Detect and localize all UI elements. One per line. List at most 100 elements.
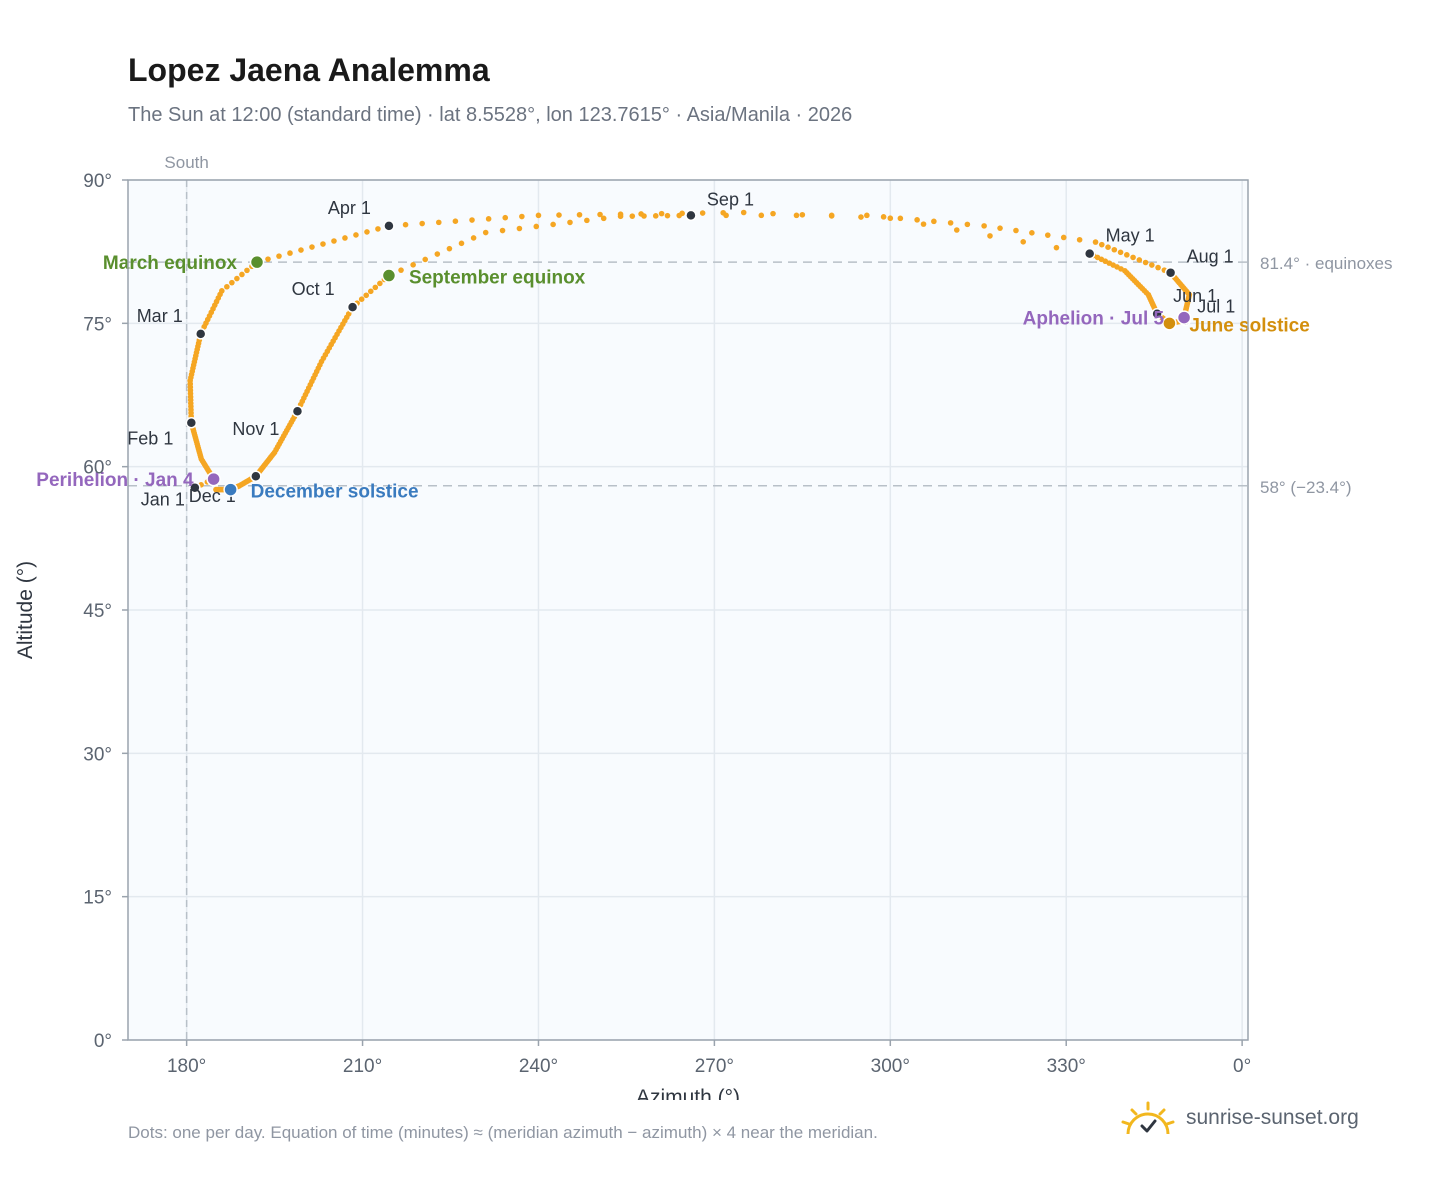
x-axis-label: Azimuth (°) (636, 1086, 740, 1100)
daily-sun-dot (864, 212, 870, 219)
y-tick-label: 15° (83, 888, 112, 909)
daily-sun-dot (485, 216, 492, 222)
daily-sun-dot (398, 267, 404, 273)
x-tick-label: 240° (519, 1056, 558, 1077)
daily-sun-dot (699, 210, 706, 216)
daily-sun-dot (1053, 244, 1060, 251)
x-tick-label: 330° (1047, 1056, 1086, 1077)
y-tick-label: 30° (83, 744, 112, 765)
y-axis-label: Altitude (°) (14, 561, 37, 659)
brand[interactable]: sunrise-sunset.org (1120, 1100, 1359, 1136)
daily-sun-dot (244, 267, 250, 274)
month-marker-label: Oct 1 (292, 279, 335, 299)
y-tick-label: 90° (83, 171, 112, 192)
daily-sun-dot (799, 211, 806, 218)
daily-sun-dot (740, 209, 747, 216)
month-marker-dot (1083, 247, 1096, 260)
daily-sun-dot (309, 244, 315, 250)
daily-sun-dot (533, 223, 540, 230)
daily-sun-dot (1092, 239, 1099, 245)
daily-sun-dot (887, 215, 894, 222)
daily-sun-dot (567, 219, 573, 226)
daily-sun-dot (664, 212, 671, 219)
grid-lines (128, 179, 1248, 1041)
event-marker-dot (223, 482, 238, 497)
daily-sun-dot (419, 220, 425, 227)
month-marker-label: May 1 (1106, 226, 1155, 246)
daily-sun-dot (1124, 252, 1130, 258)
month-marker-dot (291, 405, 304, 417)
axis-ticks: 180° 210° 240° 270° 300° 330° 0° 0° 15° 30° 45° 60°… (83, 171, 1251, 1077)
event-marker-dot (249, 254, 265, 270)
event-marker-dot (1162, 316, 1177, 331)
daily-sun-dot (298, 247, 304, 253)
daily-sun-dot (947, 220, 954, 226)
daily-sun-dot (377, 280, 383, 287)
daily-sun-dot (1029, 230, 1035, 236)
daily-sun-dot (550, 221, 556, 228)
daily-sun-dot (213, 486, 219, 493)
daily-sun-dot (584, 217, 590, 224)
daily-sun-dot (446, 245, 453, 252)
daily-sun-dot (224, 283, 230, 290)
daily-sun-dot (402, 221, 409, 228)
daily-sun-dot (1136, 257, 1143, 263)
y-tick-label: 45° (83, 601, 112, 622)
daily-sun-dot (219, 288, 225, 294)
daily-sun-dot (1111, 246, 1118, 253)
daily-sun-dot (931, 218, 937, 225)
event-label: September equinox (409, 268, 586, 289)
month-marker-label: Aug 1 (1187, 247, 1234, 267)
daily-sun-dot (239, 271, 245, 278)
daily-sun-dot (358, 296, 365, 303)
month-marker-dot (346, 301, 359, 313)
daily-sun-dot (452, 218, 459, 224)
event-label: March equinox (103, 253, 238, 274)
daily-sun-dot (1098, 241, 1105, 248)
month-marker-label: Mar 1 (137, 306, 183, 326)
reference-lines: South 81.4° · equinoxes 58° (−23.4°) (128, 153, 1393, 1040)
daily-sun-dot (1117, 249, 1124, 256)
daily-sun-dot (367, 288, 374, 295)
daily-sun-dot (519, 213, 525, 220)
analemma-chart: South 81.4° · equinoxes 58° (−23.4°) Jan 1… (14, 153, 1393, 1100)
daily-sun-dot (981, 223, 987, 229)
daily-sun-dot (1076, 236, 1083, 243)
y-tick-label: 60° (83, 458, 112, 479)
daily-sun-dot (342, 235, 348, 241)
daily-sun-dot (287, 250, 293, 256)
month-marker-label: Jul 1 (1197, 296, 1235, 316)
daily-sun-dot (576, 211, 583, 218)
event-marker-dot (206, 471, 221, 487)
daily-sun-dot (364, 229, 370, 235)
chart-title: Lopez Jaena Analemma (128, 52, 490, 88)
event-label: Aphelion · Jul 5 (1023, 309, 1165, 330)
month-marker-dot (185, 416, 198, 429)
month-marker-label: Jun 1 (1173, 286, 1217, 306)
daily-sun-dot (1149, 262, 1155, 268)
daily-sun-dot (516, 225, 523, 232)
daily-sun-dot (953, 227, 960, 233)
daily-sun-dot (997, 225, 1003, 231)
reference-line-label: 58° (−23.4°) (1260, 478, 1352, 497)
event-label: Perihelion · Jan 4 (36, 470, 194, 491)
daily-sun-dot (482, 229, 489, 236)
daily-sun-dot (458, 240, 465, 247)
x-tick-label: 180° (167, 1056, 206, 1077)
daily-sun-dot (375, 226, 381, 232)
daily-sun-dot (434, 251, 441, 257)
daily-sun-dot (556, 212, 562, 218)
daily-sun-dot (652, 213, 659, 219)
month-marker-label: Nov 1 (232, 419, 279, 439)
month-marker-label: Feb 1 (127, 429, 173, 449)
daily-sun-dot (858, 214, 864, 220)
daily-sun-dot (676, 212, 683, 219)
daily-sun-dot (410, 262, 416, 268)
daily-sun-dot (320, 241, 326, 247)
daily-sun-dot (828, 212, 835, 219)
month-marker-label: Jan 1 (141, 490, 185, 510)
y-tick-label: 75° (83, 314, 112, 335)
daily-sun-dot (1044, 232, 1051, 238)
month-marker-dot (1164, 266, 1177, 279)
meridian-label: South (164, 153, 208, 172)
